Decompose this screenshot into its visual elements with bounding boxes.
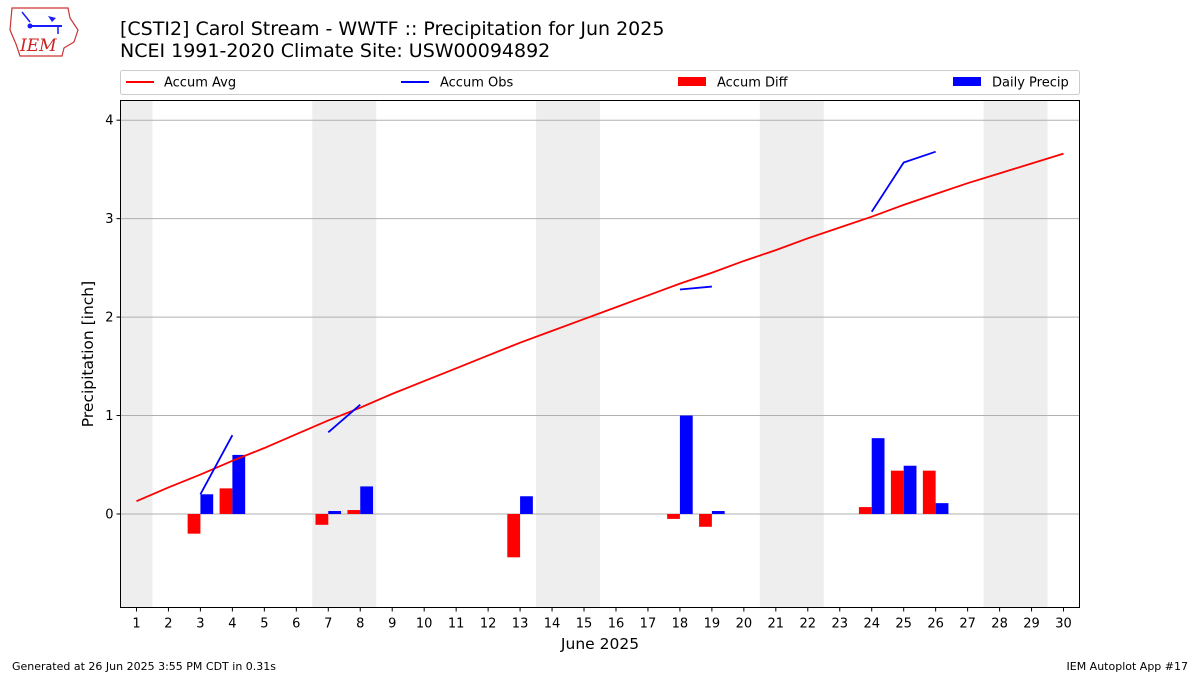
x-tick-label: 9 (388, 617, 396, 632)
y-tick-label: 0 (105, 507, 113, 522)
chart-title: [CSTI2] Carol Stream - WWTF :: Precipita… (120, 18, 664, 40)
daily-precip-bar (903, 465, 917, 514)
x-tick-label: 10 (416, 617, 433, 632)
x-tick-label: 7 (324, 617, 332, 632)
x-tick-label: 17 (640, 617, 657, 632)
x-tick-label: 11 (448, 617, 465, 632)
x-axis-ticks: 1 2 3 4 5 6 7 8 9 10 11 12 13 14 15 16 17 18 19 20 21 22 23 24 2… (132, 607, 1072, 632)
x-tick-label: 22 (800, 617, 817, 632)
x-tick-label: 23 (831, 617, 848, 632)
legend: Accum Avg Accum Obs Accum Diff Daily Precip (120, 70, 1080, 95)
x-tick-label: 13 (512, 617, 529, 632)
daily-precip-bar (232, 454, 246, 514)
legend-label: Accum Obs (440, 76, 513, 91)
x-tick-label: 28 (991, 617, 1008, 632)
accum-diff-bar (699, 513, 712, 527)
footer-app: IEM Autoplot App #17 (1067, 660, 1189, 673)
legend-swatch (953, 77, 981, 86)
x-tick-label: 2 (164, 617, 172, 632)
accum-diff-bar (507, 513, 521, 558)
plot-frame (120, 100, 1080, 608)
accum-avg-line (136, 152, 1064, 503)
weekend-bands (120, 100, 1048, 608)
legend-label: Accum Avg (164, 76, 236, 91)
accum-diff-bar (347, 510, 361, 514)
daily-precip-bar (360, 486, 374, 514)
x-tick-label: 1 (132, 617, 140, 632)
weekend-band (120, 100, 153, 608)
x-tick-label: 21 (768, 617, 785, 632)
daily-precip-bar (935, 503, 949, 514)
x-tick-label: 29 (1023, 617, 1040, 632)
y-tick-label: 1 (105, 409, 113, 424)
daily-precip-bar (871, 438, 885, 514)
chart-subtitle: NCEI 1991-2020 Climate Site: USW00094892 (120, 40, 550, 62)
weekend-band (536, 100, 600, 608)
legend-swatch (678, 77, 706, 86)
x-tick-label: 16 (608, 617, 625, 632)
y-tick-label: 3 (105, 212, 113, 227)
x-tick-label: 12 (480, 617, 497, 632)
x-tick-label: 18 (672, 617, 689, 632)
weekend-band (312, 100, 377, 608)
accum-obs-line (679, 285, 712, 291)
x-tick-label: 19 (704, 617, 721, 632)
daily-precip-bar (711, 511, 725, 514)
legend-label: Daily Precip (992, 76, 1069, 91)
x-tick-label: 4 (228, 617, 236, 632)
logo-text: IEM (19, 36, 57, 56)
daily-precip-bar (328, 511, 342, 514)
y-gridlines (120, 119, 1080, 515)
x-tick-label: 30 (1055, 617, 1072, 632)
accum-diff-bar (315, 513, 329, 525)
bar-series (187, 415, 949, 558)
y-axis-label: Precipitation [inch] (79, 281, 97, 427)
x-tick-label: 8 (356, 617, 364, 632)
accum-diff-bar (187, 513, 201, 534)
x-tick-label: 24 (863, 617, 880, 632)
x-tick-label: 5 (260, 617, 268, 632)
accum-diff-bar (667, 513, 680, 519)
accum-obs-line (327, 404, 361, 433)
legend-label: Accum Diff (717, 76, 789, 91)
accum-obs-line (199, 434, 234, 495)
x-tick-label: 6 (292, 617, 300, 632)
x-tick-label: 27 (959, 617, 976, 632)
iem-logo: IEM (9, 7, 79, 57)
y-tick-label: 4 (105, 114, 113, 129)
x-tick-label: 15 (576, 617, 593, 632)
x-tick-label: 20 (736, 617, 753, 632)
y-tick-label: 2 (105, 311, 113, 326)
daily-precip-bar (679, 415, 693, 514)
accum-diff-bar (890, 470, 904, 514)
x-tick-label: 25 (895, 617, 912, 632)
x-tick-label: 26 (927, 617, 944, 632)
x-tick-label: 3 (196, 617, 204, 632)
x-tick-label: 14 (544, 617, 561, 632)
daily-precip-bar (520, 496, 533, 514)
footer-generated: Generated at 26 Jun 2025 3:55 PM CDT in … (12, 660, 276, 673)
accum-diff-bar (922, 470, 936, 514)
accum-obs-line (870, 150, 936, 213)
line-series (136, 150, 1064, 503)
x-axis-label: June 2025 (560, 635, 639, 653)
accum-diff-bar (858, 507, 872, 514)
daily-precip-bar (200, 494, 214, 514)
accum-diff-bar (219, 488, 233, 514)
weekend-band (983, 100, 1048, 608)
weekend-band (759, 100, 824, 608)
y-axis-ticks: 0 1 2 3 4 (105, 114, 121, 522)
